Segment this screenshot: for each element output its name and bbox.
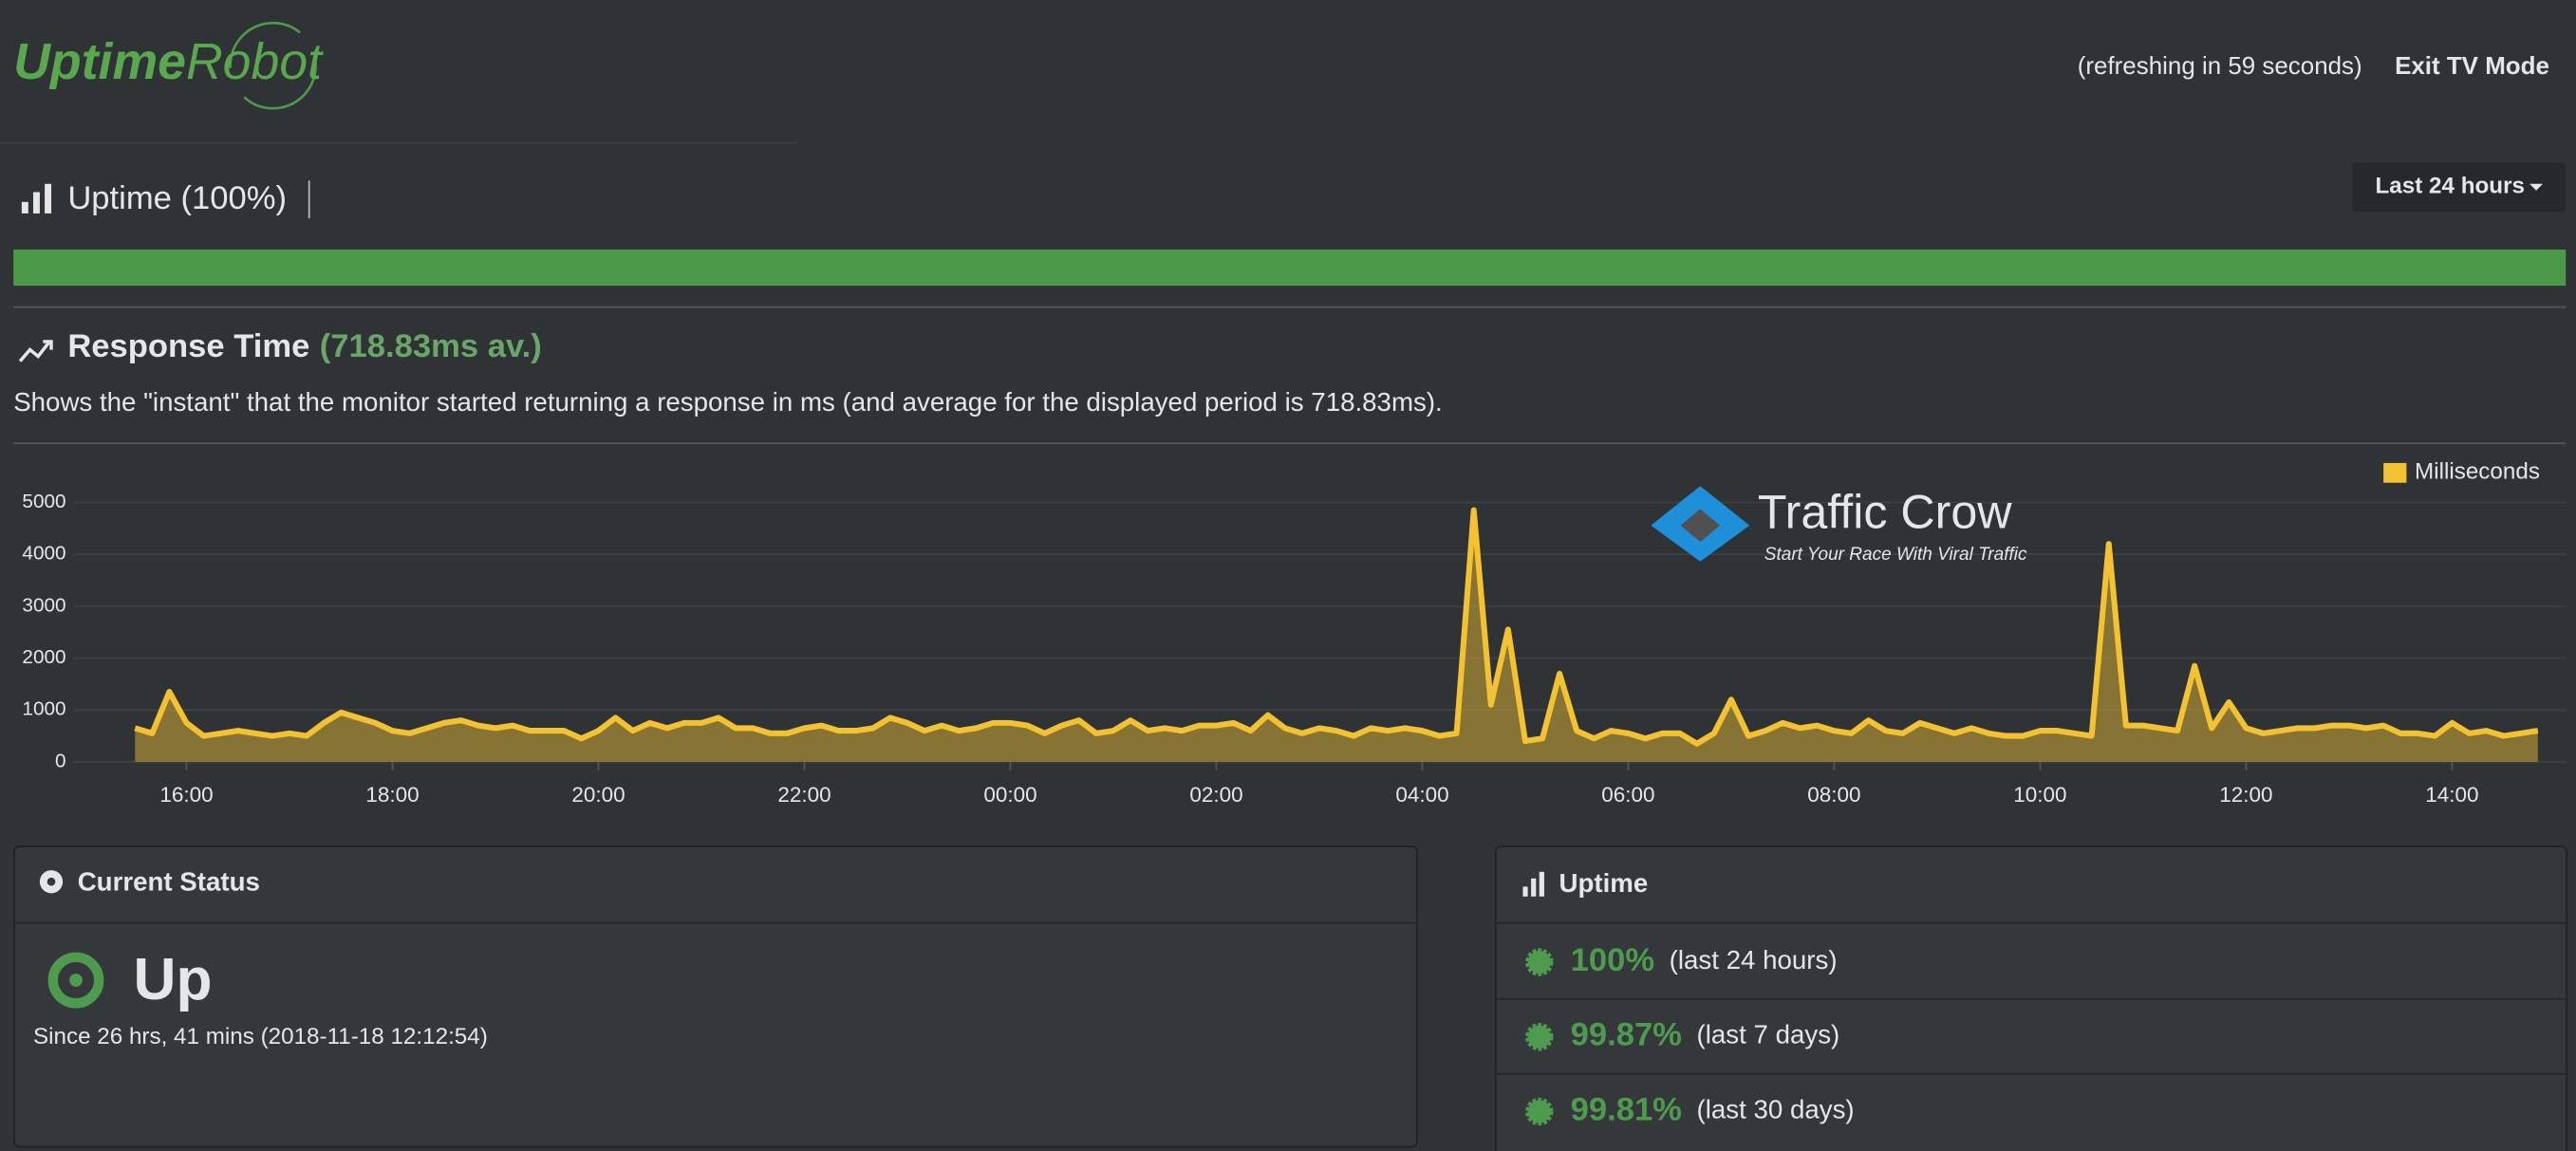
- dropdown-caret: [2529, 183, 2544, 191]
- x-tick-label: 20:00: [571, 783, 625, 807]
- uptime-period: (last 30 days): [1697, 1095, 1855, 1124]
- x-tick-label: 10:00: [2013, 783, 2066, 807]
- logo-ring: [229, 21, 317, 110]
- y-tick-label: 5000: [22, 491, 65, 512]
- range-dropdown[interactable]: Last 24 hours: [2352, 162, 2567, 213]
- uptime-row: 99.87% (last 7 days): [1571, 1017, 1840, 1053]
- response-heading: Response Time (718.83ms av.): [67, 328, 541, 364]
- status-title: Current Status: [78, 866, 260, 896]
- logo-text: UptimeRobot: [13, 33, 324, 90]
- logo-light: Robot: [186, 33, 324, 90]
- refresh-text: (refreshing in 59 seconds): [2078, 53, 2362, 80]
- x-tick-label: 16:00: [159, 783, 213, 807]
- y-tick-label: 3000: [22, 594, 65, 616]
- dropdown-bg: [2352, 162, 2567, 213]
- response-title: Response Time: [67, 328, 309, 364]
- logo[interactable]: UptimeRobot: [13, 21, 324, 110]
- x-tick-label: 22:00: [777, 783, 831, 807]
- response-average: (718.83ms av.): [320, 328, 542, 364]
- y-tick-label: 1000: [22, 698, 65, 720]
- x-tick-label: 06:00: [1601, 783, 1654, 807]
- panel-bg: [13, 845, 1418, 1148]
- uptime-period: (last 7 days): [1697, 1020, 1840, 1049]
- x-tick-label: 08:00: [1807, 783, 1860, 807]
- dropdown-label: Last 24 hours: [2376, 174, 2525, 199]
- uptime-row: 99.81% (last 30 days): [1571, 1092, 1855, 1128]
- uptime-period: (last 24 hours): [1670, 945, 1838, 975]
- badge: [1525, 1023, 1554, 1051]
- area: [135, 510, 2538, 762]
- y-tick-label: 4000: [22, 543, 65, 565]
- uptime-value: 99.87%: [1571, 1017, 1682, 1053]
- up-indicator: [47, 952, 104, 1009]
- badge: [1525, 1097, 1554, 1126]
- x-tick-label: 00:00: [983, 783, 1036, 807]
- y-tick-label: 0: [55, 750, 66, 771]
- line: [134, 507, 2539, 747]
- response-icon: [18, 340, 53, 362]
- legend-swatch: [2383, 462, 2407, 483]
- status-since: Since 26 hrs, 41 mins (2018-11-18 12:12:…: [33, 1024, 488, 1049]
- status-panel: Current Status Up Since 26 hrs, 41 mins …: [13, 845, 1418, 1148]
- badge: [1525, 948, 1554, 976]
- legend-label: Milliseconds: [2415, 459, 2540, 485]
- exit-tv-mode[interactable]: Exit TV Mode: [2395, 53, 2549, 80]
- status-icon-dot: [47, 877, 56, 886]
- response-chart: 0 1000 2000 3000 4000 5000 16:00 18:00 20:00 22:0…: [22, 459, 2567, 807]
- bar-icon: [1522, 871, 1544, 897]
- watermark: Traffic Crow Start Your Race With Viral …: [1651, 486, 2027, 565]
- uptime-panel: Uptime 100% (last 24 hours) 99.87% (last 7 …: [1495, 845, 2567, 1151]
- logo-bold: Uptime: [13, 33, 186, 90]
- x-tick-label: 04:00: [1395, 783, 1448, 807]
- x-tick-label: 02:00: [1189, 783, 1242, 807]
- y-tick-label: 2000: [22, 646, 65, 668]
- uptime-panel-title: Uptime: [1559, 868, 1649, 898]
- uptime-value: 99.81%: [1571, 1092, 1682, 1128]
- watermark-subtitle: Start Your Race With Viral Traffic: [1764, 545, 2027, 565]
- uptime-value: 100%: [1571, 942, 1654, 978]
- up-indicator-dot: [69, 974, 83, 987]
- uptime-title: Uptime (100%): [67, 180, 287, 216]
- watermark-title: Traffic Crow: [1758, 486, 2012, 539]
- x-tick-label: 12:00: [2219, 783, 2272, 807]
- status-state: Up: [134, 947, 213, 1012]
- response-description: Shows the "instant" that the monitor sta…: [13, 387, 1443, 417]
- x-tick-label: 18:00: [365, 783, 419, 807]
- bar-icon: [21, 183, 52, 213]
- x-tick-label: 14:00: [2425, 783, 2478, 807]
- uptime-bar: [13, 250, 2567, 287]
- uptime-row: 100% (last 24 hours): [1571, 942, 1838, 978]
